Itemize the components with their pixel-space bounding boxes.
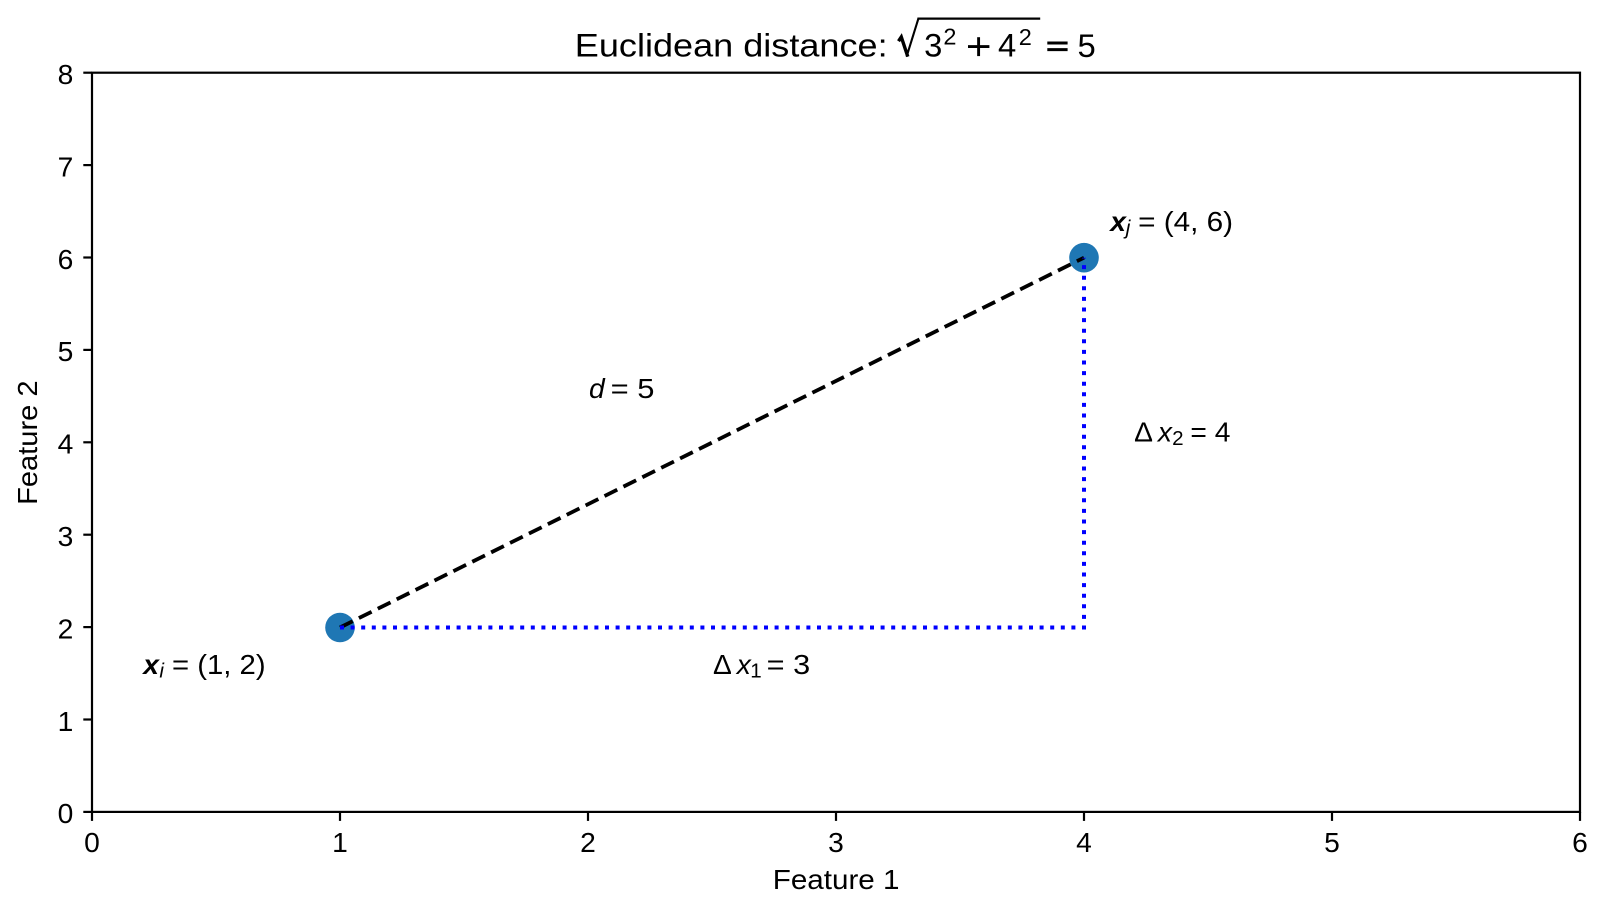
svg-text:i: i [159,660,165,683]
svg-text:4: 4 [58,428,74,460]
svg-text:6: 6 [1572,826,1588,858]
svg-text:2: 2 [58,612,74,644]
svg-text:d: d [589,372,606,404]
svg-text:5: 5 [1324,826,1340,858]
svg-text:2: 2 [1019,24,1032,50]
svg-text:Euclidean distance:: Euclidean distance: [575,27,888,64]
svg-text:Δ: Δ [713,648,732,680]
svg-text:= 4: = 4 [1190,416,1230,448]
svg-text:Feature 2: Feature 2 [11,380,43,505]
svg-text:7: 7 [58,150,74,182]
svg-text:4: 4 [998,27,1016,64]
svg-text:8: 8 [58,58,74,90]
svg-text:0: 0 [58,797,74,829]
svg-text:2: 2 [943,24,956,50]
svg-text:2: 2 [1172,427,1183,450]
svg-text:x: x [141,648,160,680]
svg-text:= (1, 2): = (1, 2) [172,648,266,680]
svg-text:Δ: Δ [1134,416,1153,448]
svg-text:6: 6 [58,243,74,275]
svg-text:= 5: = 5 [611,372,655,404]
svg-text:j: j [1123,216,1132,239]
svg-text:= (4, 6): = (4, 6) [1138,205,1233,237]
svg-text:5: 5 [1078,27,1096,64]
svg-text:= 3: = 3 [767,648,811,680]
svg-text:3: 3 [58,520,74,552]
svg-text:4: 4 [1076,826,1092,858]
svg-text:x: x [735,648,752,680]
svg-text:2: 2 [580,826,596,858]
svg-text:1: 1 [332,826,348,858]
svg-text:1: 1 [58,705,74,737]
svg-text:1: 1 [750,659,761,682]
svg-text:3: 3 [924,26,942,63]
svg-text:Feature 1: Feature 1 [773,863,900,895]
svg-text:x: x [1156,416,1173,448]
svg-text:x: x [1108,205,1127,237]
svg-text:3: 3 [828,826,844,858]
svg-text:0: 0 [84,826,100,858]
svg-text:5: 5 [58,335,74,367]
